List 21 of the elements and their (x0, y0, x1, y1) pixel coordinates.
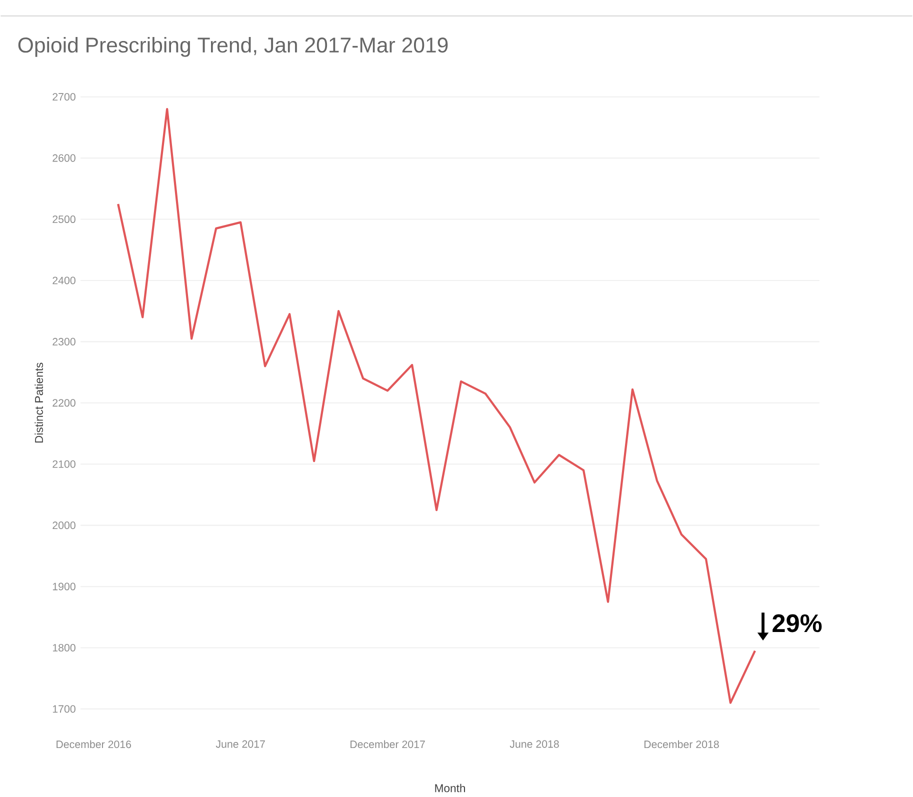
chart-title: Opioid Prescribing Trend, Jan 2017-Mar 2019 (18, 37, 448, 57)
y-tick-label: 2100 (52, 460, 76, 468)
line-series (117, 108, 756, 704)
x-tick-label: December 2016 (56, 740, 132, 748)
y-tick-label: 2700 (52, 93, 76, 101)
annotation: 29% (772, 614, 822, 632)
x-tick-label: December 2018 (644, 740, 719, 748)
x-tick-label: June 2018 (510, 740, 559, 748)
y-tick-label: 2200 (52, 399, 76, 407)
y-tick-label: 2500 (52, 216, 76, 224)
y-tick-label: 2600 (52, 154, 76, 162)
y-tick-label: 1900 (52, 582, 76, 590)
x-tick-label: December 2017 (350, 740, 425, 748)
y-axis-title: Distinct Patients (34, 362, 43, 443)
y-tick-label: 2300 (52, 338, 76, 346)
x-axis-title: Month (435, 784, 465, 792)
x-tick-label: June 2017 (216, 740, 265, 748)
y-tick-label: 2400 (52, 276, 76, 284)
y-tick-label: 1800 (52, 644, 76, 652)
y-tick-label: 2000 (52, 522, 76, 530)
y-tick-label: 1700 (52, 705, 76, 713)
